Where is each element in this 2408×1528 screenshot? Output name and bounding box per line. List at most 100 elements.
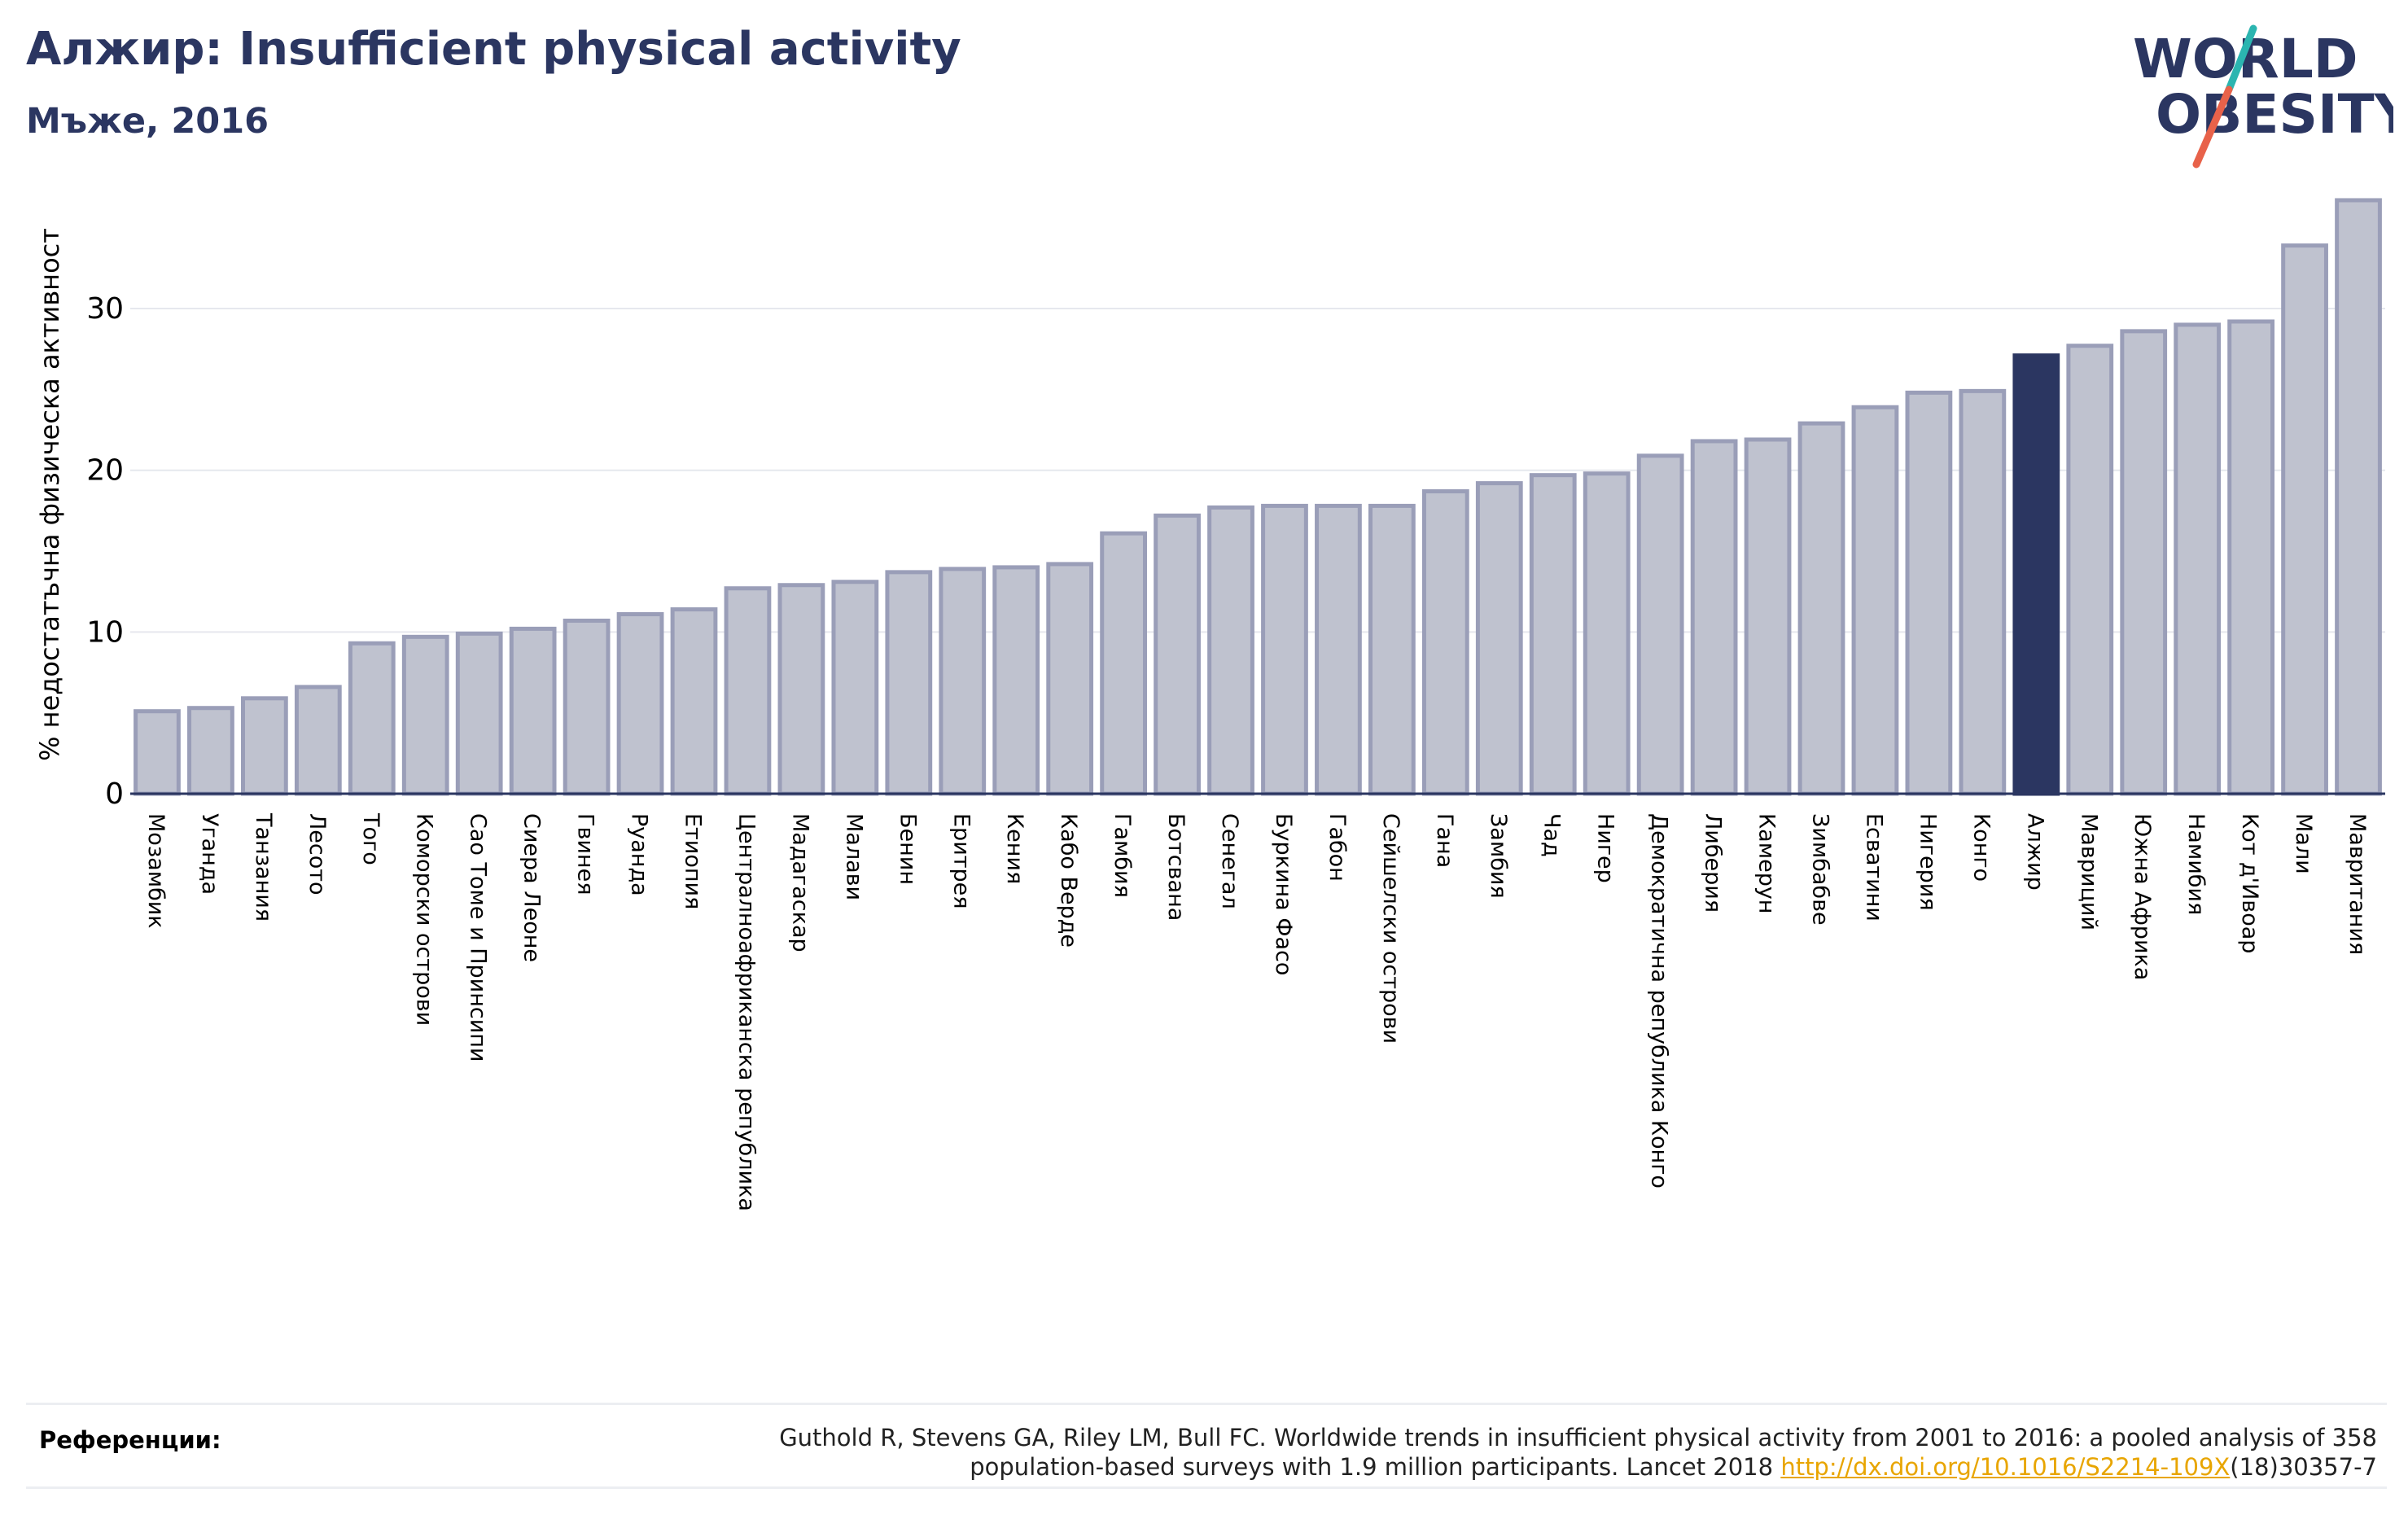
x-tick-label: Кот д'Ивоар bbox=[2237, 813, 2262, 953]
bar bbox=[2066, 344, 2114, 796]
bar bbox=[1529, 473, 1577, 796]
bar bbox=[1315, 503, 1362, 796]
x-tick-label: Кабо Верде bbox=[1056, 813, 1081, 948]
x-tick-label: Камерун bbox=[1754, 813, 1780, 913]
x-tick-label: Чад bbox=[1539, 813, 1565, 857]
bar bbox=[1851, 405, 1899, 796]
x-tick-label: Ботсвана bbox=[1163, 813, 1189, 921]
x-tick-label: Сенегал bbox=[1217, 813, 1242, 909]
x-tick-label: Есватини bbox=[1861, 813, 1886, 922]
x-tick-label: Бенин bbox=[895, 813, 920, 885]
references-line2-suffix: (18)30357-7 bbox=[2230, 1453, 2377, 1481]
y-tick-label: 10 bbox=[86, 615, 124, 649]
references-text: Guthold R, Stevens GA, Riley LM, Bull FC… bbox=[586, 1423, 2377, 1482]
bar bbox=[455, 631, 503, 796]
reference-divider-bottom bbox=[26, 1486, 2387, 1489]
x-tick-label: Либерия bbox=[1701, 813, 1726, 913]
axis-layer: 0 10 20 30 bbox=[86, 292, 2385, 811]
bar bbox=[1421, 489, 1469, 796]
references-doi-link[interactable]: http://dx.doi.org/10.1016/S2214-109X bbox=[1780, 1453, 2231, 1481]
references-line1: Guthold R, Stevens GA, Riley LM, Bull FC… bbox=[779, 1424, 2377, 1451]
x-tick-label: Гвинея bbox=[573, 813, 598, 895]
bar bbox=[1368, 503, 1416, 796]
logo-slash-red bbox=[2192, 85, 2233, 169]
bar bbox=[401, 634, 449, 796]
bar bbox=[1744, 437, 1792, 796]
x-tick-label: Нигерия bbox=[1915, 813, 1940, 911]
logo-text-obesity: OBESITY bbox=[2156, 83, 2393, 146]
bar bbox=[563, 618, 611, 796]
bar bbox=[1636, 453, 1684, 796]
bar bbox=[1959, 388, 2007, 796]
x-tick-label: Коморски острови bbox=[412, 813, 437, 1026]
x-tick-label: Демократична република Конго bbox=[1647, 813, 1672, 1189]
x-tick-label: Мавриций bbox=[2076, 813, 2101, 930]
bars-layer bbox=[134, 198, 2382, 796]
x-tick-label: Мали bbox=[2291, 813, 2316, 874]
x-tick-label: Мозамбик bbox=[143, 813, 169, 929]
x-tick-label: Еритрея bbox=[948, 813, 974, 908]
x-tick-label: Централноафриканска република bbox=[733, 813, 759, 1211]
bar bbox=[885, 570, 933, 796]
chart-title: Алжир: Insufficient physical activity bbox=[26, 23, 961, 76]
bar bbox=[1154, 513, 1201, 796]
references-line2-prefix: population-based surveys with 1.9 millio… bbox=[970, 1453, 1781, 1481]
bar bbox=[831, 580, 879, 796]
bar bbox=[777, 583, 825, 796]
bar bbox=[1100, 531, 1147, 796]
chart-subtitle: Мъже, 2016 bbox=[26, 101, 269, 142]
logo-text-world: WORLD bbox=[2133, 28, 2358, 90]
x-tick-label: Мадагаскар bbox=[787, 813, 812, 952]
x-tick-label: Танзания bbox=[251, 812, 276, 922]
bar bbox=[616, 612, 664, 796]
bar bbox=[187, 706, 234, 796]
x-tick-label: Буркина Фасо bbox=[1271, 813, 1296, 975]
bar bbox=[294, 685, 342, 796]
x-tick-label: Габон bbox=[1324, 813, 1350, 882]
y-axis-label: % недостатъчна физическа активност bbox=[34, 228, 65, 761]
bar bbox=[134, 709, 181, 796]
bar bbox=[241, 696, 288, 796]
x-tick-label: Алжир bbox=[2022, 813, 2047, 891]
bar bbox=[2174, 322, 2222, 796]
y-tick-label: 30 bbox=[86, 292, 124, 326]
bar-chart: 0 10 20 30 Мозамбик Уганда Танзания Лесото Того… bbox=[34, 198, 2385, 1211]
y-tick-label: 20 bbox=[86, 454, 124, 488]
bar bbox=[1475, 481, 1523, 796]
bar-highlighted bbox=[2012, 353, 2060, 796]
bar bbox=[348, 641, 396, 796]
x-tick-label: Замбия bbox=[1486, 813, 1511, 899]
world-obesity-logo: WORLD OBESITY bbox=[2133, 24, 2393, 169]
x-tick-label: Етиопия bbox=[681, 813, 706, 909]
x-tick-label: Гана bbox=[1432, 813, 1457, 868]
bar bbox=[1690, 439, 1738, 796]
reference-divider-top bbox=[26, 1403, 2387, 1405]
bar bbox=[1797, 421, 1845, 796]
bar bbox=[1905, 390, 1953, 796]
bar bbox=[992, 565, 1040, 796]
x-tick-label: Того bbox=[358, 812, 383, 865]
logo-slash-teal bbox=[2225, 24, 2257, 94]
bar bbox=[2281, 243, 2328, 796]
x-tick-label: Нигер bbox=[1593, 813, 1618, 883]
bar bbox=[670, 607, 718, 796]
bar bbox=[2335, 198, 2382, 796]
x-tick-label: Сао Томе и Принсипи bbox=[466, 813, 491, 1062]
bar bbox=[1207, 505, 1254, 796]
bar bbox=[2227, 319, 2274, 796]
x-tick-label: Намибия bbox=[2183, 813, 2209, 915]
x-tick-label: Лесото bbox=[304, 813, 330, 895]
bar bbox=[1583, 471, 1631, 796]
x-tick-label: Конго bbox=[1968, 813, 1994, 882]
bar bbox=[1261, 503, 1308, 796]
x-tick-label: Сиера Леоне bbox=[519, 813, 545, 962]
bar bbox=[509, 626, 557, 796]
bar bbox=[724, 586, 772, 796]
bar bbox=[1046, 562, 1094, 796]
x-tick-label: Кения bbox=[1002, 813, 1027, 884]
x-tick-label: Сейшелски острови bbox=[1378, 813, 1403, 1044]
grid-layer bbox=[130, 308, 2385, 633]
y-tick-label: 0 bbox=[105, 777, 124, 811]
x-tick-label: Уганда bbox=[197, 813, 222, 895]
x-tick-label: Гамбия bbox=[1110, 813, 1135, 898]
